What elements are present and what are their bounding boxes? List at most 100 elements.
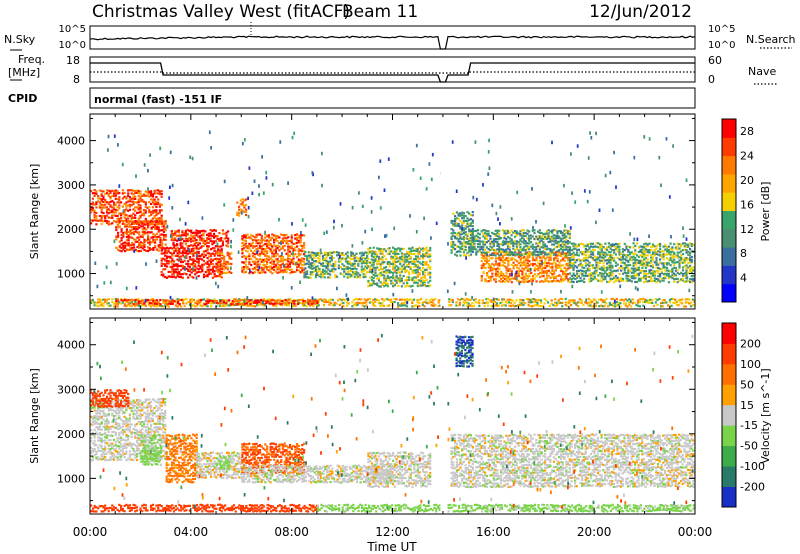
- power-cell-band12: [678, 273, 681, 276]
- power-cell-band8: [369, 268, 372, 271]
- power-cell-band9: [450, 221, 453, 224]
- power-cell-band10: [500, 264, 503, 267]
- power-cell-band9: [452, 246, 455, 249]
- power-cell-band13: [517, 304, 520, 307]
- power-cell-band1: [118, 244, 121, 248]
- power-cell-band13: [262, 304, 266, 307]
- power-cell-band9: [471, 229, 474, 232]
- power-cell-band0: [111, 211, 114, 214]
- power-cell-band10: [556, 279, 559, 282]
- power-cell-band13: [624, 298, 627, 301]
- power-cell-band12: [681, 261, 685, 264]
- power-cell-band6: [271, 266, 274, 269]
- power-cell-band11: [492, 239, 495, 243]
- power-cell-band8: [400, 285, 403, 288]
- power-cell-band8: [425, 263, 428, 266]
- power-cell-band6: [251, 245, 254, 248]
- power-cell-band12: [576, 259, 579, 262]
- power-cell-band6: [243, 255, 246, 258]
- power-cell-band0: [112, 201, 116, 204]
- power-cell-band13: [98, 298, 101, 301]
- power-cell-band11: [556, 245, 559, 248]
- power-cell-band8: [425, 252, 428, 255]
- power-cell-band8: [383, 285, 386, 288]
- power-cell-band11: [498, 254, 501, 257]
- power-cell-band8: [409, 266, 412, 269]
- power-cell-band12: [609, 274, 612, 277]
- power-cell-band12: [629, 279, 632, 282]
- power-cell-band0: [132, 189, 135, 192]
- power-cell-band13: [185, 297, 188, 300]
- power-cell-band2: [171, 268, 174, 271]
- power-cell-band5: [245, 213, 248, 217]
- power-cell-band13: [645, 301, 648, 304]
- power-cell-band9: [450, 251, 453, 254]
- power-cell-band0: [116, 214, 119, 217]
- power-cell-band8: [407, 271, 411, 274]
- power-cell-band12: [579, 277, 582, 280]
- power-cell-band1: [132, 238, 136, 241]
- power-cell-band6: [290, 252, 293, 255]
- power-cell-band12: [616, 263, 619, 266]
- power-cell-band1: [159, 243, 162, 246]
- power-cell-band12: [604, 278, 607, 281]
- power-cell-band2: [213, 258, 216, 261]
- power-cell-band2: [217, 275, 220, 278]
- power-cell-band10: [523, 278, 526, 281]
- power-cell-band11: [501, 243, 504, 246]
- power-cell-band12: [621, 256, 625, 259]
- power-cell-band12: [639, 263, 642, 266]
- power-cell-band12: [655, 247, 658, 250]
- power-scatter-cell: [682, 234, 685, 238]
- power-cell-band1: [115, 228, 118, 231]
- power-cell-band13: [608, 303, 611, 306]
- power-cell-band1: [138, 236, 141, 239]
- power-cell-band11: [484, 237, 487, 240]
- power-cell-band10: [549, 254, 552, 257]
- power-cell-band7: [364, 275, 367, 278]
- power-cell-band8: [413, 263, 416, 266]
- power-cell-band10: [542, 255, 545, 258]
- power-cell-band8: [397, 271, 400, 274]
- power-cell-band12: [671, 271, 674, 274]
- power-cell-band12: [667, 276, 670, 280]
- power-cell-band13: [363, 305, 366, 308]
- power-cell-band12: [588, 255, 591, 258]
- noise-tick-left-top: 10^5: [59, 24, 86, 35]
- power-cell-band13: [146, 301, 149, 304]
- power-cell-band13: [451, 298, 454, 302]
- power-cell-band9: [464, 237, 467, 240]
- power-cell-band6: [297, 260, 300, 263]
- power-cell-band1: [157, 246, 160, 249]
- power-cell-band10: [514, 258, 517, 261]
- power-cell-band13: [347, 302, 350, 305]
- power-cell-band2: [169, 275, 172, 278]
- power-cell-band2: [220, 248, 223, 251]
- power-cell-band11: [535, 250, 538, 253]
- power-cell-band10: [521, 272, 524, 275]
- power-cell-band11: [544, 251, 547, 254]
- power-cell-band11: [526, 242, 529, 245]
- power-cell-band11: [551, 239, 554, 242]
- power-cell-band6: [288, 250, 292, 253]
- power-cell-band0: [132, 212, 135, 215]
- power-cell-band13: [508, 304, 511, 307]
- power-cell-band10: [491, 275, 494, 278]
- power-cell-band13: [670, 304, 673, 307]
- power-cell-band13: [370, 300, 373, 304]
- power-cell-band7: [309, 267, 312, 270]
- power-cell-band3: [207, 237, 210, 240]
- power-cell-band3: [197, 232, 200, 235]
- power-cell-band11: [565, 254, 568, 257]
- power-cell-band13: [247, 301, 250, 304]
- power-cell-band12: [673, 280, 676, 283]
- power-cell-band1: [141, 233, 144, 236]
- power-cell-band0: [118, 204, 121, 207]
- power-cell-band11: [478, 240, 481, 243]
- power-cell-band0: [125, 201, 128, 204]
- power-cell-band13: [642, 300, 645, 304]
- power-cell-band13: [481, 299, 484, 302]
- power-cell-band8: [427, 253, 430, 256]
- power-cell-band11: [565, 229, 568, 232]
- power-cell-band0: [118, 196, 121, 199]
